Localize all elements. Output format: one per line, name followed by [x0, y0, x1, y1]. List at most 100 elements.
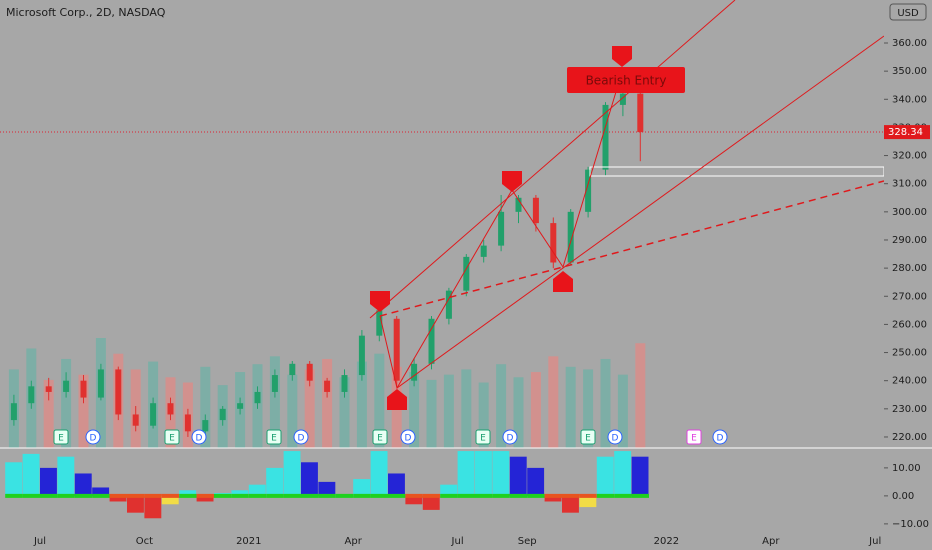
osc-signal [231, 493, 249, 498]
marker [387, 389, 407, 410]
osc-bar [74, 473, 92, 496]
y-tick-label: 340.00 [892, 94, 927, 105]
osc-signal [248, 493, 267, 498]
osc-signal [301, 493, 319, 498]
osc-signal [388, 493, 406, 498]
y-tick-label: 300.00 [892, 207, 927, 218]
osc-signal [492, 493, 510, 498]
volume-bar [200, 366, 211, 448]
osc-signal [614, 493, 632, 498]
osc-bar [509, 456, 527, 496]
candle-body [567, 211, 574, 263]
event-icon [85, 429, 101, 445]
osc-tick-label: 0.00 [892, 491, 914, 502]
osc-signal [544, 493, 562, 498]
osc-bar [353, 479, 371, 496]
chart-title: Microsoft Corp., 2D, NASDAQ [6, 6, 166, 19]
candle-body [202, 420, 209, 432]
trend-line [396, 35, 884, 389]
event-icon [686, 429, 702, 445]
candle-body [63, 380, 70, 392]
y-tick-label: 220.00 [892, 432, 927, 443]
osc-signal [266, 493, 284, 498]
candle-body [515, 197, 522, 212]
event-label: E [585, 434, 591, 444]
event-icon [293, 429, 309, 445]
osc-signal [562, 493, 580, 498]
osc-signal [475, 493, 493, 498]
osc-signal [318, 493, 336, 498]
candle-body [480, 245, 487, 257]
volume-bar [617, 374, 628, 448]
dashed-trend [379, 180, 884, 317]
candle-body [115, 369, 122, 415]
osc-signal [335, 493, 354, 498]
volume-bar [374, 353, 385, 448]
volume-bar [61, 358, 72, 448]
candle-body [45, 386, 52, 392]
osc-bar [579, 495, 597, 508]
candle-body [10, 403, 17, 421]
drawings: Bearish Entry [0, 0, 884, 410]
volume-bar [461, 369, 472, 448]
event-icon [266, 429, 282, 445]
event-label: E [58, 434, 64, 444]
candle-body [80, 380, 87, 398]
candle-body [271, 375, 278, 392]
y-tick-label: 290.00 [892, 235, 927, 246]
event-label: D [90, 434, 97, 444]
osc-signal [527, 493, 545, 498]
trend-line [369, 0, 736, 319]
osc-signal [283, 493, 301, 498]
y-tick-label: 360.00 [892, 38, 927, 49]
osc-bar [231, 490, 249, 496]
volume-bar [269, 356, 280, 448]
volume-bar [496, 364, 507, 448]
candle-body [498, 211, 505, 246]
osc-bar [5, 462, 23, 496]
osc-bar [614, 451, 632, 496]
zone-box [589, 166, 884, 177]
volume-bar [600, 358, 611, 448]
currency: USD [897, 8, 919, 19]
volume-bar [322, 358, 333, 448]
candle-body [289, 363, 296, 376]
osc-bar [544, 495, 562, 502]
candle-body [324, 380, 331, 392]
event-icon [475, 429, 491, 445]
volume-bar [356, 361, 367, 448]
candle-body [219, 408, 226, 421]
osc-signal [57, 493, 75, 498]
candle-body [167, 403, 174, 415]
x-tick-label: Oct [136, 536, 153, 547]
candle-body [463, 256, 470, 291]
candle-body [411, 363, 418, 381]
osc-bar [457, 451, 475, 496]
event-icon [607, 429, 623, 445]
y-tick-label: 310.00 [892, 179, 927, 190]
osc-signal [579, 493, 597, 498]
osc-signal [161, 493, 180, 498]
candle-body [428, 318, 435, 364]
osc-signal [631, 493, 649, 498]
currency-box [889, 3, 927, 21]
osc-signal [440, 493, 458, 498]
event-label: D [612, 434, 619, 444]
osc-bar [318, 481, 336, 496]
osc-bar [57, 456, 75, 496]
candle-body [184, 414, 191, 432]
osc-bar [440, 484, 458, 496]
plot [5, 85, 649, 519]
osc-signal [22, 493, 40, 498]
event-label: D [298, 434, 305, 444]
event-label: D [196, 434, 203, 444]
osc-signal [40, 493, 58, 498]
osc-bar [22, 453, 40, 496]
volume-bar [43, 379, 54, 448]
candle-body [585, 169, 592, 212]
candle-body [97, 369, 104, 398]
candle-body [237, 403, 244, 409]
osc-bar [248, 484, 266, 496]
y-tick-label: 240.00 [892, 376, 927, 387]
event-icon [712, 429, 728, 445]
